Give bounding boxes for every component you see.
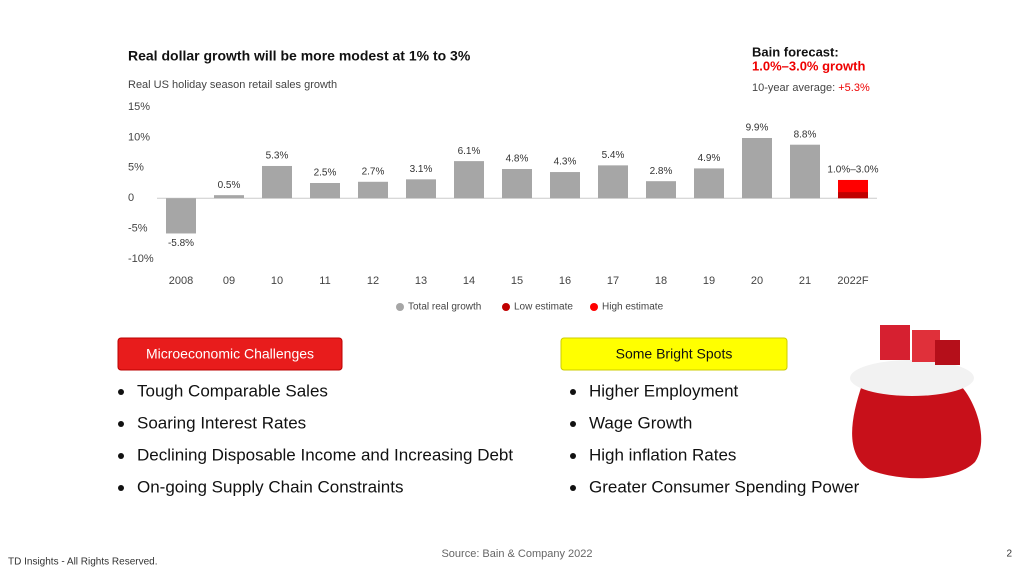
legend-label: Low estimate	[514, 302, 573, 313]
bar	[166, 198, 196, 234]
bullet-dot	[570, 485, 576, 491]
value-label: 6.1%	[458, 146, 481, 157]
footer: TD Insights - All Rights Reserved.	[8, 557, 158, 568]
value-label: 2.8%	[650, 166, 673, 177]
bar	[310, 183, 340, 199]
y-tick-label: 10%	[128, 131, 150, 143]
average-label: 10-year average:	[752, 82, 835, 94]
value-label: 5.4%	[602, 150, 625, 161]
x-tick-label: 10	[271, 275, 283, 287]
value-label: 5.3%	[266, 151, 289, 162]
bar	[406, 179, 436, 199]
bar	[790, 144, 820, 199]
y-tick-label: 0	[128, 192, 134, 204]
value-label: 4.9%	[698, 153, 721, 164]
legend-marker	[502, 303, 510, 311]
bar	[550, 172, 580, 199]
bullet-text: Greater Consumer Spending Power	[589, 477, 860, 496]
bullet-dot	[570, 389, 576, 395]
legend-label: Total real growth	[408, 302, 481, 313]
value-label: 4.3%	[554, 157, 577, 168]
bullet-text: High inflation Rates	[589, 445, 736, 464]
bullet-text: Declining Disposable Income and Increasi…	[137, 445, 513, 464]
bar	[214, 195, 244, 199]
bar	[262, 165, 292, 199]
x-tick-label: 14	[463, 275, 475, 287]
value-label: 8.8%	[794, 129, 817, 140]
bullet-dot	[570, 453, 576, 459]
bullet-dot	[118, 421, 124, 427]
bar	[358, 181, 388, 199]
value-label: 3.1%	[410, 164, 433, 175]
bullet-dot	[118, 485, 124, 491]
gift-bag	[850, 325, 982, 479]
x-tick-label: 21	[799, 275, 811, 287]
value-label: 1.0%–3.0%	[827, 165, 878, 176]
bullet-dot	[570, 421, 576, 427]
y-tick-label: -5%	[128, 223, 148, 235]
bar	[838, 192, 868, 199]
x-tick-label: 17	[607, 275, 619, 287]
value-label: 2.7%	[362, 166, 385, 177]
bar	[598, 165, 628, 199]
bright-heading: Some Bright Spots	[616, 346, 733, 362]
bullet-dot	[118, 389, 124, 395]
y-tick-label: -10%	[128, 253, 154, 265]
challenges-heading: Microeconomic Challenges	[146, 346, 314, 362]
x-tick-label: 11	[319, 275, 330, 287]
bullet-text: Tough Comparable Sales	[137, 381, 328, 400]
forecast-heading: Bain forecast:	[752, 44, 839, 59]
bar	[502, 169, 532, 199]
bullet-text: Soaring Interest Rates	[137, 413, 306, 432]
value-label: 9.9%	[746, 123, 769, 134]
value-label: 4.8%	[506, 154, 529, 165]
value-label: 0.5%	[218, 180, 241, 191]
bar	[694, 168, 724, 199]
bright-box	[560, 337, 788, 371]
x-tick-label: 2022F	[837, 275, 868, 287]
forecast-range: 1.0%–3.0% growth	[752, 58, 865, 73]
y-tick-label: 15%	[128, 101, 150, 113]
x-tick-label: 20	[751, 275, 763, 287]
x-tick-label: 09	[223, 275, 235, 287]
chart-subtitle: Real US holiday season retail sales grow…	[128, 79, 337, 91]
value-label: -5.8%	[168, 238, 194, 249]
source: Source: Bain & Company 2022	[441, 548, 592, 560]
x-tick-label: 16	[559, 275, 571, 287]
value-label: 2.5%	[314, 168, 337, 179]
forecast-average: 10-year average: +5.3%	[752, 82, 870, 94]
bullet-text: Wage Growth	[589, 413, 692, 432]
bullet-text: On-going Supply Chain Constraints	[137, 477, 403, 496]
x-tick-label: 15	[511, 275, 523, 287]
x-tick-label: 12	[367, 275, 379, 287]
challenges-box	[117, 337, 343, 371]
bullet-text: Higher Employment	[589, 381, 739, 400]
bar	[646, 181, 676, 199]
bullet-dot	[118, 453, 124, 459]
x-tick-label: 13	[415, 275, 427, 287]
x-tick-label: 19	[703, 275, 715, 287]
legend-marker	[590, 303, 598, 311]
legend-marker	[396, 303, 404, 311]
x-tick-label: 2008	[169, 275, 193, 287]
y-tick-label: 5%	[128, 162, 144, 174]
x-tick-label: 18	[655, 275, 667, 287]
bar	[742, 138, 772, 199]
average-value: +5.3%	[838, 82, 870, 94]
page-number: 2	[1006, 549, 1012, 560]
bar	[454, 161, 484, 199]
chart-title: Real dollar growth will be more modest a…	[128, 48, 471, 64]
legend-label: High estimate	[602, 302, 664, 313]
